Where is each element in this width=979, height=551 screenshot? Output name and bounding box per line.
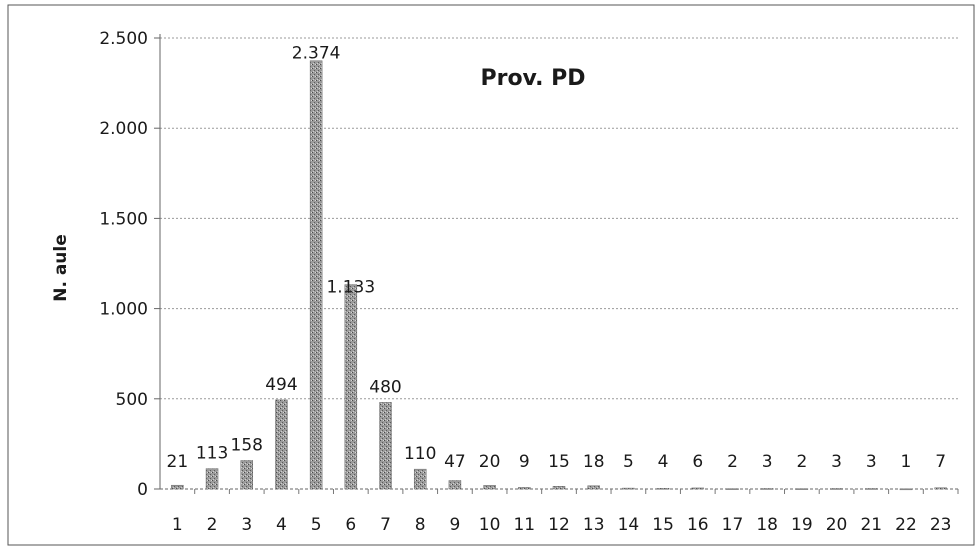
x-tick-label: 15 xyxy=(652,515,674,535)
data-label: 2.374 xyxy=(292,44,341,64)
x-tick-label: 16 xyxy=(687,515,709,535)
data-label: 7 xyxy=(935,452,946,472)
y-axis-title: N. aule xyxy=(51,234,71,302)
x-tick-label: 22 xyxy=(895,515,917,535)
x-tick-label: 7 xyxy=(380,515,391,535)
bar-3 xyxy=(240,460,253,490)
data-label: 1.133 xyxy=(326,278,375,298)
bar-14 xyxy=(622,487,635,490)
data-label: 6 xyxy=(692,452,703,472)
bar-15 xyxy=(656,488,670,490)
data-label: 113 xyxy=(196,444,228,464)
gridlines xyxy=(160,37,958,400)
bar-2 xyxy=(205,468,219,490)
x-tick-label: 4 xyxy=(276,515,287,535)
x-tick-label: 13 xyxy=(583,515,605,535)
bar-22 xyxy=(899,488,913,491)
data-label: 3 xyxy=(866,452,877,472)
data-label: 20 xyxy=(479,452,501,472)
bar-13 xyxy=(587,485,600,490)
y-tick-label: 0 xyxy=(137,480,148,500)
x-tick-label: 1 xyxy=(172,515,183,535)
x-tick-label: 6 xyxy=(345,515,356,535)
data-label: 110 xyxy=(404,444,436,464)
bar-23 xyxy=(934,487,947,490)
x-tick-label: 19 xyxy=(791,515,813,535)
x-tick-label: 3 xyxy=(241,515,252,535)
x-tick-label: 12 xyxy=(548,515,570,535)
bar-19 xyxy=(795,488,809,490)
y-tick-label: 500 xyxy=(116,390,148,410)
data-label: 18 xyxy=(583,452,605,472)
bar-9 xyxy=(448,480,462,490)
data-label: 494 xyxy=(265,375,297,395)
bar-10 xyxy=(483,485,496,490)
x-tick-label: 17 xyxy=(722,515,744,535)
data-label: 3 xyxy=(762,452,773,472)
bar-21 xyxy=(865,488,878,490)
data-label: 158 xyxy=(231,435,263,455)
data-label: 3 xyxy=(831,452,842,472)
x-tick-label: 21 xyxy=(860,515,882,535)
bar-6 xyxy=(344,284,358,490)
bar-20 xyxy=(830,488,843,490)
y-tick-label: 2.000 xyxy=(99,119,148,139)
data-label: 15 xyxy=(548,452,570,472)
data-label: 2 xyxy=(727,452,738,472)
x-tick-label: 9 xyxy=(449,515,460,535)
x-tick-label: 5 xyxy=(311,515,322,535)
x-tick-label: 14 xyxy=(618,515,640,535)
data-label: 5 xyxy=(623,452,634,472)
chart-border xyxy=(7,4,975,546)
bar-11 xyxy=(518,487,531,490)
bar-18 xyxy=(760,488,774,490)
bars xyxy=(171,60,947,491)
y-tick-label: 1.500 xyxy=(99,209,148,229)
bar-17 xyxy=(726,488,739,490)
bar-1 xyxy=(171,484,184,490)
x-tick-label: 10 xyxy=(479,515,501,535)
bar-12 xyxy=(552,486,566,490)
x-tick-label: 2 xyxy=(207,515,218,535)
bar-7 xyxy=(379,402,392,490)
data-label: 2 xyxy=(796,452,807,472)
data-label: 4 xyxy=(658,452,669,472)
bar-8 xyxy=(413,468,427,490)
x-tick-label: 8 xyxy=(415,515,426,535)
data-label: 47 xyxy=(444,452,466,472)
bar-16 xyxy=(691,487,705,490)
data-label: 21 xyxy=(167,452,189,472)
data-label: 480 xyxy=(369,377,401,397)
x-tick-label: 18 xyxy=(756,515,778,535)
x-tick-label: 23 xyxy=(930,515,952,535)
bar-5 xyxy=(309,60,323,490)
x-tick-label: 11 xyxy=(513,515,535,535)
bar-4 xyxy=(275,399,288,490)
data-label: 1 xyxy=(901,452,912,472)
chart-title: Prov. PD xyxy=(480,66,585,91)
data-label: 9 xyxy=(519,452,530,472)
y-tick-label: 1.000 xyxy=(99,300,148,320)
y-tick-label: 2.500 xyxy=(99,29,148,49)
x-tick-label: 20 xyxy=(826,515,848,535)
